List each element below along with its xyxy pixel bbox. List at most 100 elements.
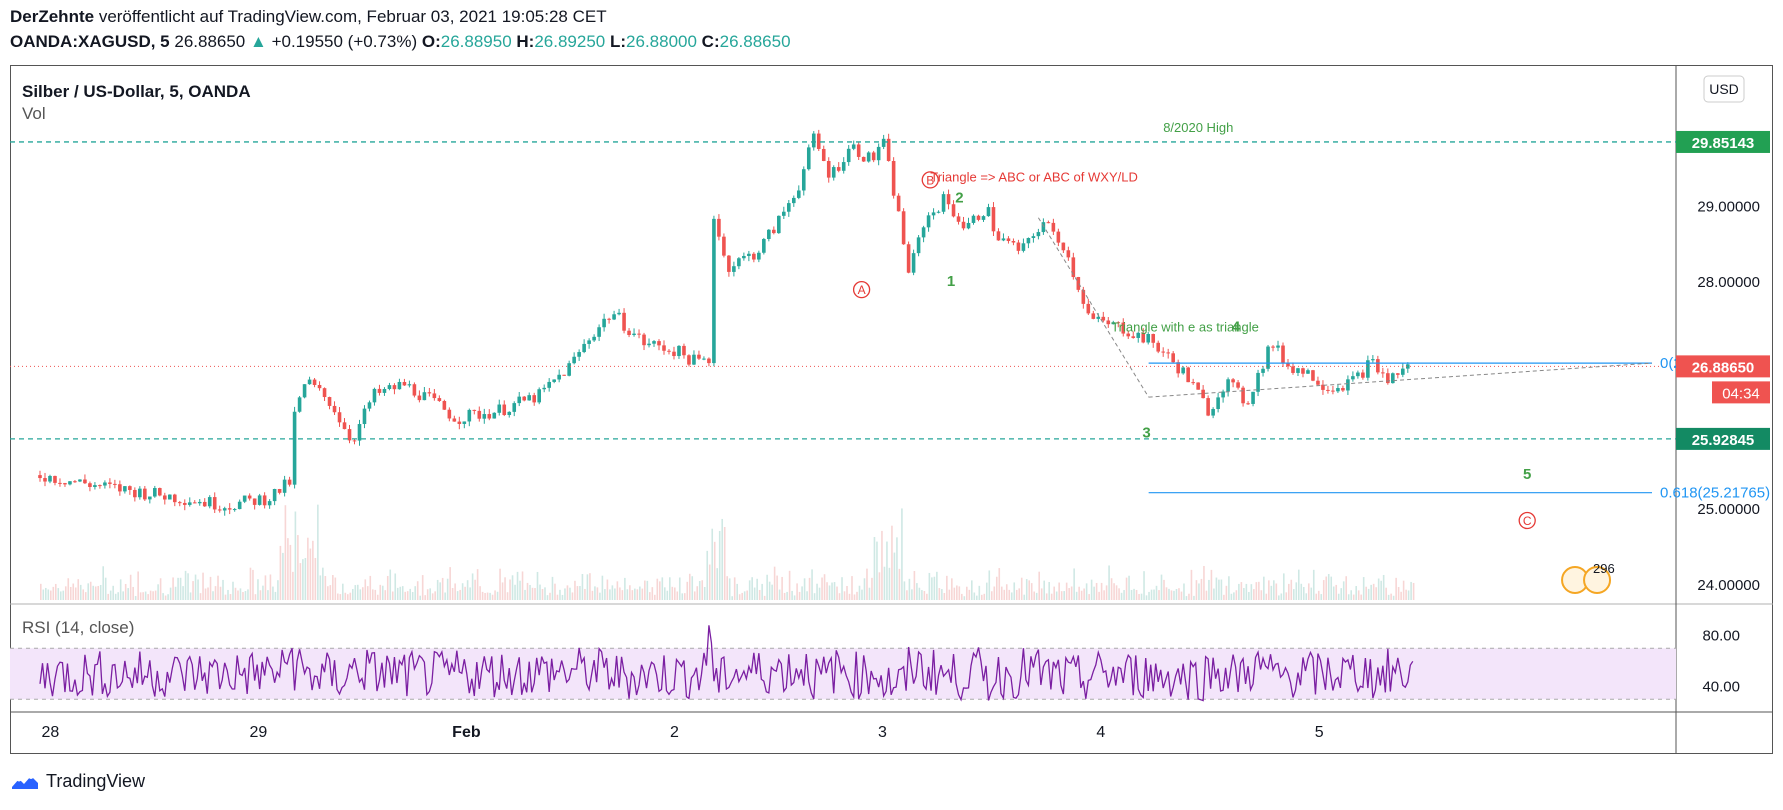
volume-bar (1335, 584, 1338, 600)
annotation-text[interactable]: 8/2020 High (1163, 120, 1233, 135)
volume-bar (933, 576, 936, 600)
volume-bar (980, 594, 983, 600)
volume-bar (721, 518, 724, 600)
price-tick-label: 29.00000 (1697, 198, 1760, 215)
volume-bar (239, 588, 242, 600)
volume-bar (122, 591, 124, 600)
chart-frame[interactable] (10, 65, 1773, 754)
volume-bar (484, 592, 486, 600)
candle-body (247, 495, 252, 499)
candle-body (447, 409, 452, 419)
candle-body (337, 412, 342, 423)
volume-bar (808, 577, 811, 600)
volume-bar (634, 588, 636, 600)
candle-body (158, 488, 162, 496)
volume-bar (272, 586, 274, 600)
wave-number-label[interactable]: 4 (1232, 318, 1241, 335)
candle-body (202, 501, 207, 507)
volume-bar (232, 581, 234, 600)
volume-bar (1307, 583, 1310, 600)
wave-number-label[interactable]: 5 (1523, 466, 1531, 483)
volume-bar (1280, 593, 1283, 600)
candle-body (1341, 388, 1345, 391)
volume-bar (604, 589, 606, 600)
volume-bar (718, 530, 721, 600)
candle-body (1056, 231, 1061, 243)
brand-label[interactable]: TradingView (46, 771, 146, 791)
candle-body (1101, 316, 1106, 321)
candle-body (1081, 289, 1086, 304)
triangle-lower-trendline[interactable] (1148, 362, 1653, 398)
support-tag-label: 25.92845 (1692, 432, 1755, 449)
volume-bar (863, 578, 866, 600)
time-tick-label: Feb (452, 724, 481, 741)
volume-bar (449, 567, 451, 600)
volume-bar (292, 571, 294, 600)
wave-number-label[interactable]: 1 (947, 273, 955, 290)
currency-button[interactable] (1703, 75, 1745, 103)
candle-body (1331, 390, 1335, 392)
volume-bar (1230, 593, 1233, 600)
volume-bar (1080, 590, 1083, 600)
candle-body (1111, 322, 1116, 325)
volume-bar (574, 580, 576, 600)
volume-bar (227, 589, 229, 600)
volume-bar (536, 571, 539, 600)
annotation-text[interactable]: Triangle => ABC or ABC of WXY/LD (930, 169, 1138, 184)
volume-bar (601, 575, 604, 600)
candle-body (422, 392, 427, 401)
candle-body (83, 479, 87, 484)
us-flag-event-icon[interactable] (1583, 566, 1612, 594)
volume-bar (169, 587, 172, 600)
volume-bar (366, 586, 369, 600)
annotation-text[interactable]: Triangle with e as triangle (1111, 319, 1259, 334)
candle-body (1366, 360, 1370, 378)
close-label: C: (701, 32, 720, 51)
rsi-line[interactable] (39, 625, 1414, 702)
candle-body (866, 152, 871, 162)
volume-bar (376, 594, 379, 600)
volume-bar (1292, 589, 1295, 600)
volume-bar (896, 537, 898, 600)
volume-bar (841, 577, 843, 600)
volume-bar (277, 580, 279, 600)
volume-bar (257, 579, 259, 600)
wave-number-label[interactable]: 3 (1142, 424, 1150, 441)
wave-circle-marker[interactable] (1518, 511, 1536, 530)
volume-bar (144, 591, 147, 600)
volume-bar (494, 590, 496, 600)
volume-bar (539, 584, 541, 600)
volume-bar (509, 579, 511, 600)
price-tick-label: 25.00000 (1697, 501, 1760, 518)
author-name[interactable]: DerZehnte (10, 7, 95, 26)
volume-bars (40, 504, 1415, 600)
volume-bar (1180, 591, 1183, 600)
volume-bar (297, 535, 299, 600)
candle-body (267, 501, 272, 506)
candle-body (976, 215, 981, 220)
triangle-upper-trendline[interactable] (1037, 217, 1150, 398)
volume-bar (496, 591, 499, 600)
wave-circle-marker[interactable] (921, 171, 939, 189)
volume-bar (72, 583, 75, 600)
candle-body (612, 314, 616, 320)
currency-button-label[interactable]: USD (1709, 81, 1739, 97)
volume-bar (87, 583, 90, 600)
volume-bar (1382, 574, 1385, 600)
volume-bar (254, 594, 257, 600)
candle-body (302, 384, 307, 398)
wave-circle-marker[interactable] (852, 281, 871, 299)
volume-bar (796, 583, 798, 600)
wave-number-label[interactable]: 2 (955, 190, 963, 207)
volume-bar (646, 580, 649, 600)
volume-bar (916, 583, 918, 600)
volume-bar (654, 594, 656, 600)
candle-body (707, 358, 711, 364)
candle-body (806, 147, 811, 170)
candle-body (98, 485, 102, 487)
volume-bar (1115, 585, 1118, 600)
volume-bar (544, 587, 546, 600)
volume-bar (1023, 594, 1026, 600)
candle-body (317, 384, 322, 389)
